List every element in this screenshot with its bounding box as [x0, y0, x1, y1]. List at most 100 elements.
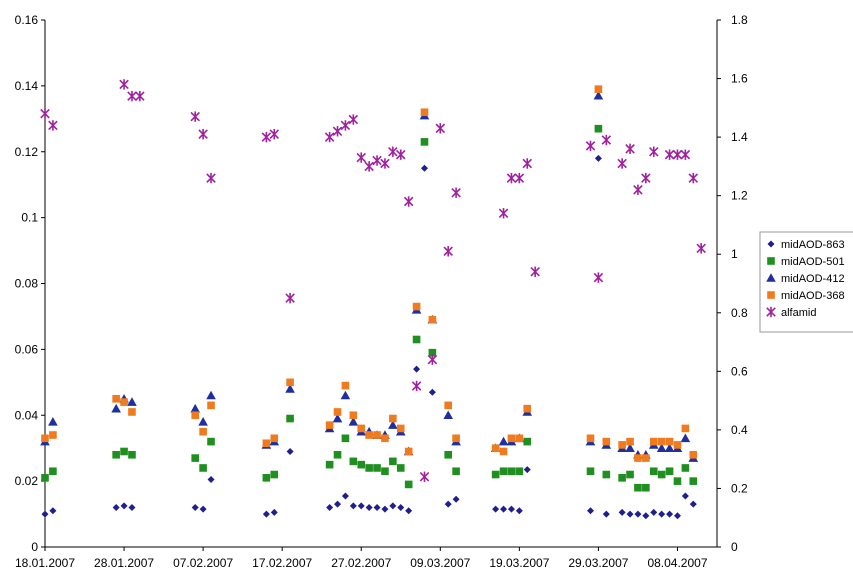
data-point: [333, 450, 342, 459]
data-point: [341, 492, 349, 500]
data-point: [420, 138, 429, 146]
legend: midAOD-863 midAOD-501 midAOD-412 midAOD-368…: [759, 231, 853, 333]
data-point: [626, 470, 634, 479]
data-point: [364, 161, 374, 172]
data-point: [594, 154, 602, 162]
data-point: [411, 380, 422, 392]
data-point: [111, 403, 121, 413]
x-tick-label: 17.02.2007: [252, 556, 312, 570]
right-tick-label: 0: [731, 540, 738, 554]
data-point: [673, 441, 682, 449]
legend-marker: [766, 273, 776, 282]
data-point: [428, 388, 436, 396]
data-point: [380, 158, 390, 169]
data-point: [444, 450, 452, 459]
data-point: [522, 158, 533, 169]
data-point: [642, 454, 650, 462]
right-tick-label: 1.8: [731, 13, 748, 27]
data-point: [413, 365, 421, 373]
data-point: [206, 390, 216, 400]
left-tick-label: 0.14: [15, 79, 39, 93]
legend-label: midAOD-368: [781, 290, 845, 302]
data-point: [673, 512, 681, 520]
data-point: [207, 437, 215, 446]
data-point: [332, 413, 343, 423]
data-point: [500, 505, 508, 513]
data-point: [381, 505, 389, 513]
data-point: [618, 508, 626, 516]
data-point: [696, 243, 706, 254]
data-point: [135, 90, 145, 102]
data-point: [332, 126, 343, 137]
data-point: [514, 172, 525, 184]
data-point: [286, 378, 294, 387]
data-point: [340, 120, 351, 131]
data-point: [349, 457, 358, 466]
data-point: [672, 149, 683, 160]
legend-marker: [767, 240, 775, 248]
data-point: [373, 464, 381, 472]
data-point: [452, 434, 460, 443]
data-point: [49, 467, 57, 476]
data-point: [625, 143, 635, 155]
data-point: [666, 510, 674, 518]
data-point: [506, 172, 517, 184]
data-point: [515, 507, 523, 515]
data-point: [191, 503, 199, 511]
data-point: [41, 474, 49, 482]
data-point: [633, 184, 643, 196]
data-point: [451, 187, 461, 198]
data-point: [349, 411, 358, 420]
legend-marker: [766, 306, 776, 318]
data-point: [207, 401, 215, 410]
data-point: [365, 503, 373, 511]
x-tick-label: 08.04.2007: [647, 556, 707, 570]
series-midAOD-368: [41, 85, 698, 462]
data-point: [618, 441, 626, 449]
data-point: [119, 79, 129, 90]
right-tick-label: 0.8: [731, 306, 748, 320]
data-point: [357, 424, 366, 433]
data-point: [634, 483, 642, 492]
data-point: [634, 454, 642, 462]
data-point: [270, 508, 278, 516]
data-point: [428, 348, 437, 357]
data-point: [389, 502, 397, 510]
x-tick-label: 07.02.2007: [173, 556, 233, 570]
x-tick-label: 29.03.2007: [568, 556, 628, 570]
data-point: [198, 128, 208, 140]
data-point: [412, 302, 421, 311]
data-point: [688, 172, 699, 184]
data-point: [657, 470, 666, 479]
data-point: [261, 131, 272, 143]
data-point: [680, 433, 691, 443]
x-tick-label: 28.01.2007: [94, 556, 154, 570]
right-tick-label: 0.2: [731, 481, 748, 495]
data-point: [443, 410, 453, 420]
left-tick-label: 0.12: [15, 145, 39, 159]
data-point: [373, 503, 381, 511]
data-point: [593, 90, 604, 100]
left-axis-ticks: 0 0.02 0.04 0.06 0.08 0.1 0.12 0.14 0.16: [15, 13, 45, 554]
data-point: [626, 510, 634, 518]
data-point: [324, 131, 335, 143]
data-point: [357, 502, 365, 510]
data-point: [207, 475, 215, 483]
data-point: [435, 123, 446, 134]
data-point: [389, 457, 397, 466]
data-point: [349, 502, 357, 510]
data-point: [206, 172, 216, 184]
data-point: [325, 460, 334, 469]
data-point: [404, 447, 413, 456]
data-point: [128, 408, 136, 416]
left-tick-label: 0.04: [15, 408, 39, 422]
data-point: [269, 128, 280, 140]
x-tick-label: 19.03.2007: [489, 556, 549, 570]
data-point: [523, 437, 532, 446]
data-point: [650, 508, 658, 516]
data-point: [326, 503, 334, 511]
series-midAOD-501: [41, 124, 698, 492]
data-point: [499, 447, 508, 456]
data-point: [492, 505, 500, 513]
left-tick-label: 0.1: [21, 211, 38, 225]
